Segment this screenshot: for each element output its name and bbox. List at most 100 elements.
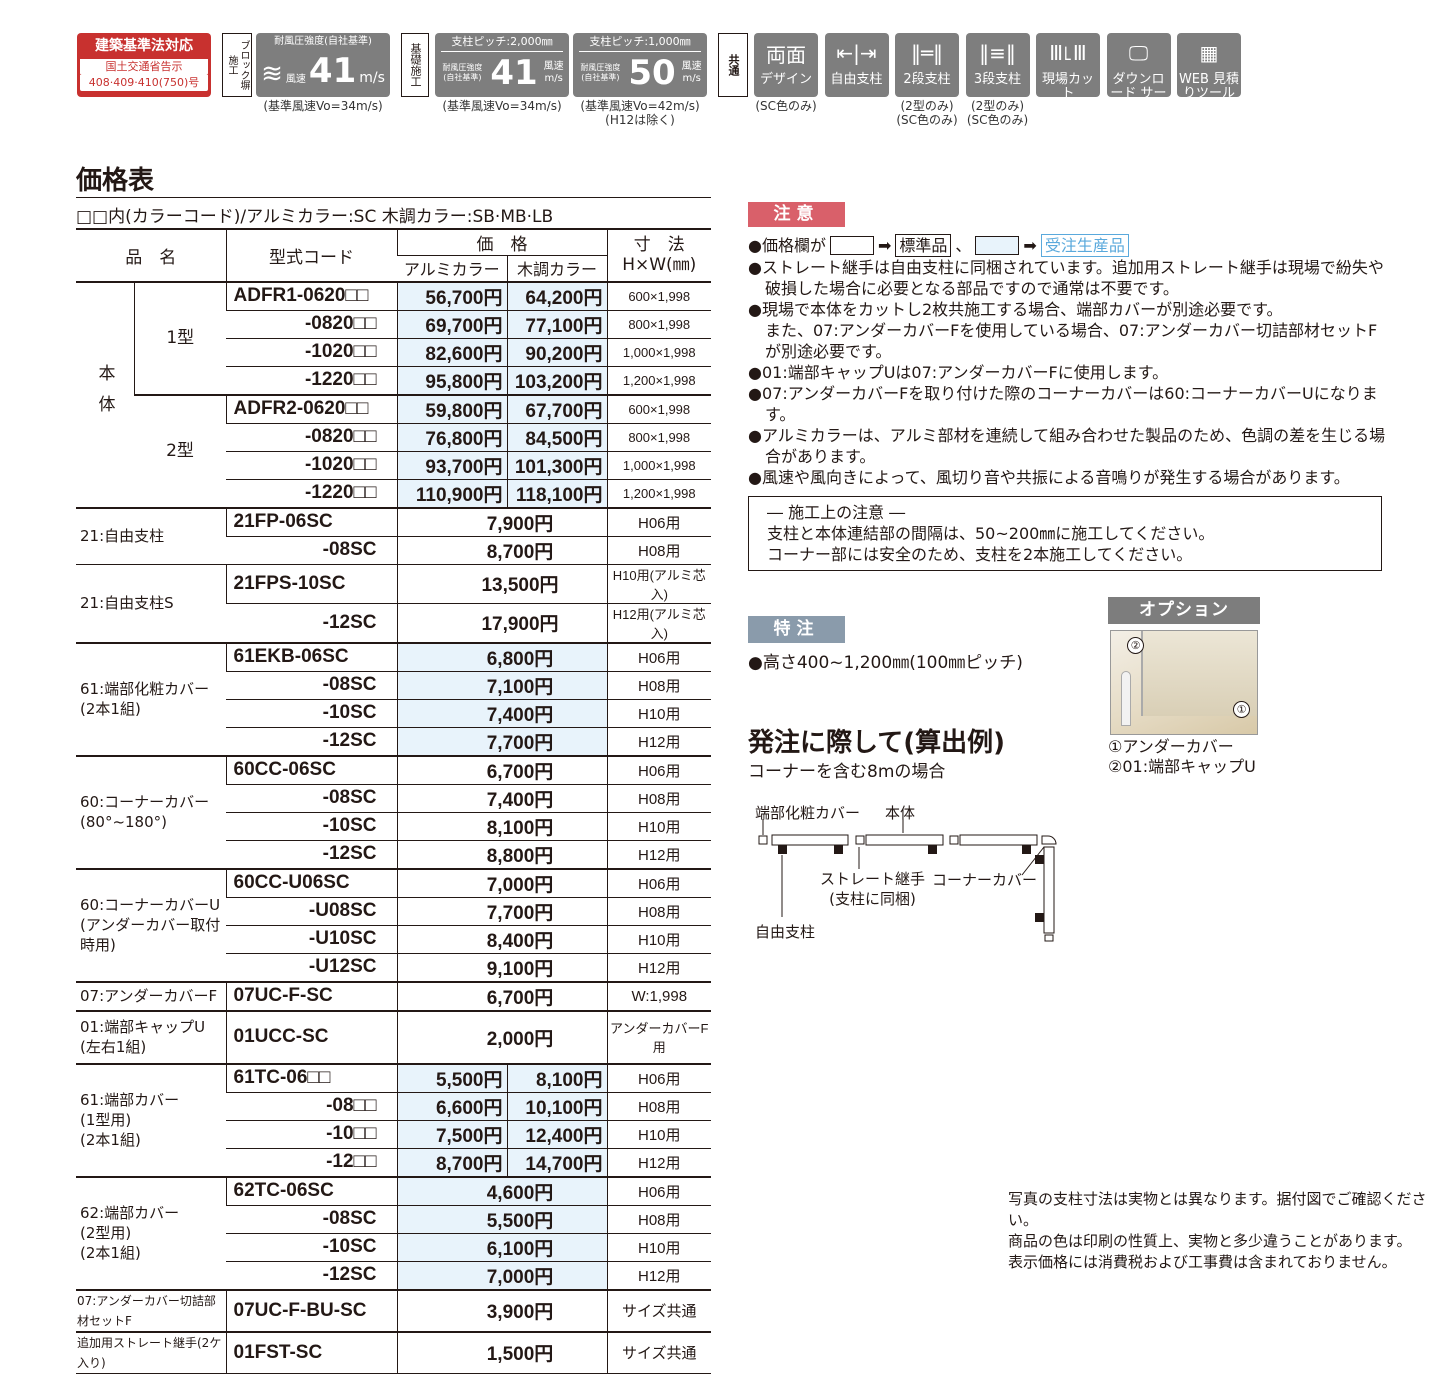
table-row: 60:コーナーカバー (80°~180°) 60CC-06SC 6,700円 H06用 (76, 754, 711, 869)
calculator-icon: ▦ (1199, 41, 1219, 65)
table-row: -1220□□ 110,900円 118,100円 1,200×1,998 (76, 479, 711, 508)
price: 7,000円 (396, 867, 607, 898)
price: 5,500円 (396, 1205, 607, 1234)
price-wood: 10,100円 (506, 1092, 607, 1121)
table-row: -1020□□ 82,600円 90,200円 1,000×1,998 (76, 338, 711, 367)
model-code: 61EKB-06SC (225, 641, 397, 672)
table-row: 2型 ADFR2-0620□□ 59,800円 67,700円 600×1,998 (76, 393, 711, 508)
model-code: -1020□□ (226, 451, 397, 480)
price-wood: 103,200円 (506, 366, 607, 395)
size: 600×1,998 (606, 280, 711, 311)
size: H08用 (606, 1092, 711, 1121)
construction-note-line: コーナー部には安全のため、支柱を2本施工してください。 (767, 545, 1193, 564)
product-name: 01:端部キャップU (左右1組) (76, 1009, 226, 1064)
feature-label: ダウンロード サービス (1110, 72, 1167, 115)
table-row: -U12SC 9,100円 H12用 (76, 953, 711, 982)
size: H10用(アルミ芯入) (606, 564, 711, 604)
feature-note: (2型のみ) (971, 99, 1024, 113)
building-standard-law-badge: 建築基準法対応 国土交通省告示 408·409·410(750)号 (77, 33, 211, 97)
price: 1,500円 (396, 1330, 607, 1374)
option-photo: ② ① (1110, 630, 1258, 735)
legend-order: 受注生産品 (1040, 234, 1129, 257)
price-alumi: 93,700円 (396, 451, 507, 480)
block-wall-label: ブロック塀施工 (222, 33, 252, 97)
size: 800×1,998 (606, 423, 711, 452)
price: 7,400円 (396, 699, 607, 728)
price: 8,800円 (396, 840, 607, 869)
footer-notes: 写真の支柱寸法は実物とは異なります。据付図でご確認ください。 商品の色は印刷の性… (1008, 1189, 1434, 1273)
model-code: -U12SC (226, 953, 397, 982)
table-row: -10□□ 7,500円 12,400円 H10用 (76, 1120, 711, 1149)
price: 8,400円 (396, 925, 607, 954)
price-alumi: 6,600円 (396, 1092, 507, 1121)
model-code: -U10SC (226, 925, 397, 954)
product-name: 61:端部カバー (1型用) (2本1組) (76, 1062, 226, 1177)
price: 3,900円 (396, 1288, 607, 1332)
caution-item: ●ストレート継手は自由支柱に同梱されています。追加用ストレート継手は現場で紛失や… (748, 258, 1384, 298)
model-code: -12SC (226, 840, 397, 869)
post-mark (1035, 855, 1044, 864)
feature-design-both-sides: 両面 デザイン (754, 33, 818, 97)
post-mark (834, 845, 843, 854)
feature-label: 自由支柱 (830, 72, 883, 87)
price-wood: 77,100円 (506, 310, 607, 339)
price: 6,800円 (396, 641, 607, 672)
size: H12用 (606, 727, 711, 756)
size: H10用 (606, 1233, 711, 1262)
model-code: 60CC-06SC (225, 754, 397, 785)
size: サイズ共通 (606, 1288, 711, 1332)
table-row: -12SC 7,000円 H12用 (76, 1261, 711, 1290)
table-row: -08SC 7,100円 H08用 (76, 671, 711, 700)
table-row: -U08SC 7,700円 H08用 (76, 897, 711, 926)
caution-item: ●現場で本体をカットし2枚共施工する場合、端部カバーが別途必要です。 (748, 300, 1283, 319)
table-row: -10SC 6,100円 H10用 (76, 1233, 711, 1262)
pitch-1000-sub: 耐風圧強度(自社基準) (580, 63, 621, 82)
price-alumi: 59,800円 (396, 393, 507, 424)
model-code: ADFR1-0620□□ (225, 280, 397, 311)
table-row: -U10SC 8,400円 H10用 (76, 925, 711, 954)
product-name: 1型 (134, 280, 226, 395)
size: H10用 (606, 699, 711, 728)
pitch-1000-value: 50 (628, 53, 676, 93)
body-category: 本体 (76, 280, 135, 508)
price-wood: 8,100円 (506, 1062, 607, 1093)
price-wood: 67,700円 (506, 393, 607, 424)
end-cover-mark (758, 835, 768, 845)
size: 1,200×1,998 (606, 366, 711, 395)
label-corner: コーナーカバー (932, 871, 1038, 889)
order-example-title: 発注に際して(算出例) (748, 728, 1005, 758)
price: 6,700円 (396, 754, 607, 785)
wind-unit: m/s (359, 70, 385, 86)
price: 4,600円 (396, 1175, 607, 1206)
model-code: 01UCC-SC (225, 1009, 397, 1064)
price-alumi: 8,700円 (396, 1148, 507, 1177)
header-wood: 木調カラー (506, 255, 607, 282)
arrow-right-icon: ➡ (877, 236, 892, 255)
header-size-label: 寸 法 (633, 235, 685, 256)
price: 7,700円 (396, 897, 607, 926)
design-both-sides-icon: 両面 (766, 42, 806, 67)
corner-cover-mark (1041, 835, 1057, 845)
table-row: 本体 1型 ADFR1-0620□□ 56,700円 64,200円 600×1,998 (76, 280, 711, 508)
size: 1,000×1,998 (606, 451, 711, 480)
price: 6,100円 (396, 1233, 607, 1262)
size: H10用 (606, 925, 711, 954)
pitch-2000-title: 支柱ピッチ:2,000㎜ (441, 33, 563, 52)
feature-note: (SC色のみ) (755, 99, 817, 113)
caution-item: ●風速や風向きによって、風切り音や共振による音鳴りが発生する場合があります。 (748, 468, 1350, 487)
size: H12用 (606, 1148, 711, 1177)
product-name: 追加用ストレート継手(2ケ入り) (76, 1330, 226, 1374)
size: H06用 (606, 1175, 711, 1206)
price-alumi: 76,800円 (396, 423, 507, 452)
product-name: 60:コーナーカバー (80°~180°) (76, 754, 226, 869)
special-order-text: ●高さ400~1,200㎜(100㎜ピッチ) (748, 653, 1023, 673)
law-badge-title: 建築基準法対応 (95, 38, 193, 54)
pitch-1000-note: (基準風速Vo=42m/s) (580, 99, 700, 113)
price-wood: 101,300円 (506, 451, 607, 480)
table-row: -08SC 5,500円 H08用 (76, 1205, 711, 1234)
label-joint-text: ストレート継手 (820, 870, 926, 888)
model-code: -1020□□ (226, 338, 397, 367)
price: 13,500円 (396, 564, 607, 604)
size: H08用 (606, 897, 711, 926)
size: 1,000×1,998 (606, 338, 711, 367)
